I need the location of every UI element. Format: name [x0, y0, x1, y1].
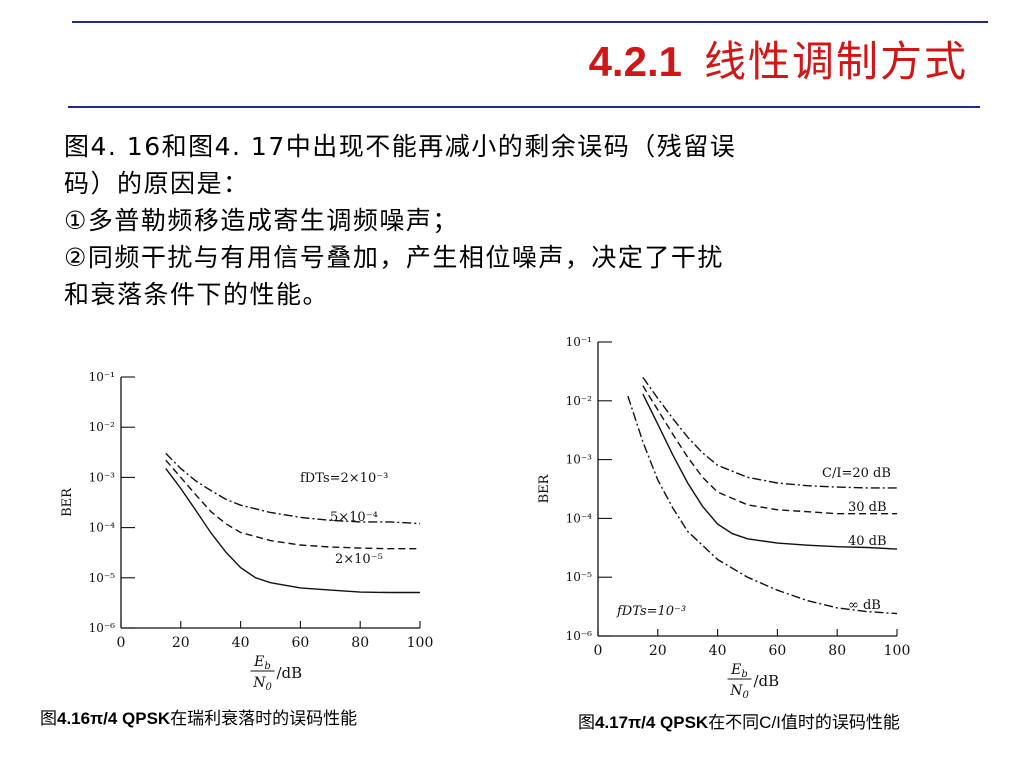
y-tick-label: 10⁻³	[566, 453, 593, 467]
y-axis-label: BER	[537, 473, 552, 503]
paragraph-line: 图4. 16和图4. 17中出现不能再减小的剩余误码（残留误	[64, 132, 737, 161]
top-rule	[72, 21, 988, 23]
y-tick-label: 10⁻¹	[89, 370, 115, 384]
x-tick-label: 20	[172, 635, 190, 651]
series-line	[642, 376, 897, 489]
paragraph-line: 码）的原因是：	[64, 169, 250, 198]
x-tick-label: 20	[649, 643, 667, 659]
x-tick-label: 40	[709, 643, 727, 659]
caption-prefix: 图	[578, 713, 595, 732]
caption-suffix: 在瑞利衰落时的误码性能	[170, 709, 358, 728]
x-tick-label: 60	[768, 643, 786, 659]
series-line	[165, 452, 421, 525]
bottom-rule	[68, 106, 980, 108]
x-tick-label: 60	[291, 635, 309, 651]
y-tick-label: 10⁻⁵	[89, 571, 116, 585]
chart-annotation: fDTs=10⁻³	[616, 604, 686, 619]
caption-suffix: 在不同C/I值时的误码性能	[708, 713, 900, 732]
y-tick-label: 10⁻²	[566, 394, 593, 408]
series-line	[642, 385, 897, 515]
series-label: 40 dB	[848, 534, 887, 549]
series-label: 30 dB	[848, 500, 887, 515]
series-label: 2×10⁻⁵	[335, 552, 383, 567]
x-axis-label: Eb N0/dB	[727, 662, 780, 701]
caption-bold: 4.16π/4 QPSK	[57, 709, 171, 728]
y-tick-label: 10⁻³	[89, 470, 116, 484]
series-line	[165, 468, 420, 594]
y-tick-label: 10⁻⁵	[566, 570, 593, 584]
x-label-numerator: Eb	[730, 662, 748, 680]
caption-bold: 4.17π/4 QPSK	[595, 713, 709, 732]
y-tick-label: 10⁻⁴	[566, 511, 593, 525]
caption-fig-4-17: 图4.17π/4 QPSK在不同C/I值时的误码性能	[578, 708, 900, 733]
series-label: 5×10⁻⁴	[330, 510, 378, 525]
paragraph-line: ①多普勒频移造成寄生调频噪声；	[64, 206, 459, 235]
y-tick-label: 10⁻⁴	[89, 521, 116, 535]
x-tick-label: 100	[407, 635, 434, 651]
y-tick-label: 10⁻²	[89, 420, 116, 434]
x-tick-label: 40	[232, 635, 250, 651]
series-line	[627, 395, 898, 615]
x-tick-label: 0	[117, 635, 126, 651]
title-text: 线性调制方式	[703, 37, 968, 86]
x-tick-label: 0	[594, 643, 603, 659]
series-label: C/I=20 dB	[822, 466, 891, 481]
series-line	[642, 393, 898, 550]
y-tick-label: 10⁻¹	[566, 335, 592, 349]
paragraph-line: ②同频干扰与有用信号叠加，产生相位噪声，决定了干扰	[64, 243, 724, 272]
x-tick-label: 80	[351, 635, 369, 651]
body-paragraph: 图4. 16和图4. 17中出现不能再减小的剩余误码（残留误 码）的原因是： ①…	[64, 128, 944, 313]
slide-title: 4.2.1 线性调制方式	[589, 32, 968, 92]
x-label-denominator: N0	[729, 683, 749, 701]
y-tick-label: 10⁻⁶	[566, 629, 593, 643]
series-label: ∞ dB	[848, 598, 881, 613]
x-tick-label: 80	[828, 643, 846, 659]
x-tick-label: 100	[884, 643, 911, 659]
y-tick-label: 10⁻⁶	[89, 621, 116, 635]
caption-prefix: 图	[40, 709, 57, 728]
caption-fig-4-16: 图4.16π/4 QPSK在瑞利衰落时的误码性能	[40, 704, 357, 729]
x-label-unit: /dB	[277, 664, 303, 682]
series-label: fDTs=2×10⁻³	[300, 471, 388, 486]
y-axis-label: BER	[60, 487, 75, 517]
x-label-unit: /dB	[754, 672, 780, 690]
section-number: 4.2.1	[588, 38, 682, 85]
paragraph-line: 和衰落条件下的性能。	[64, 280, 330, 309]
